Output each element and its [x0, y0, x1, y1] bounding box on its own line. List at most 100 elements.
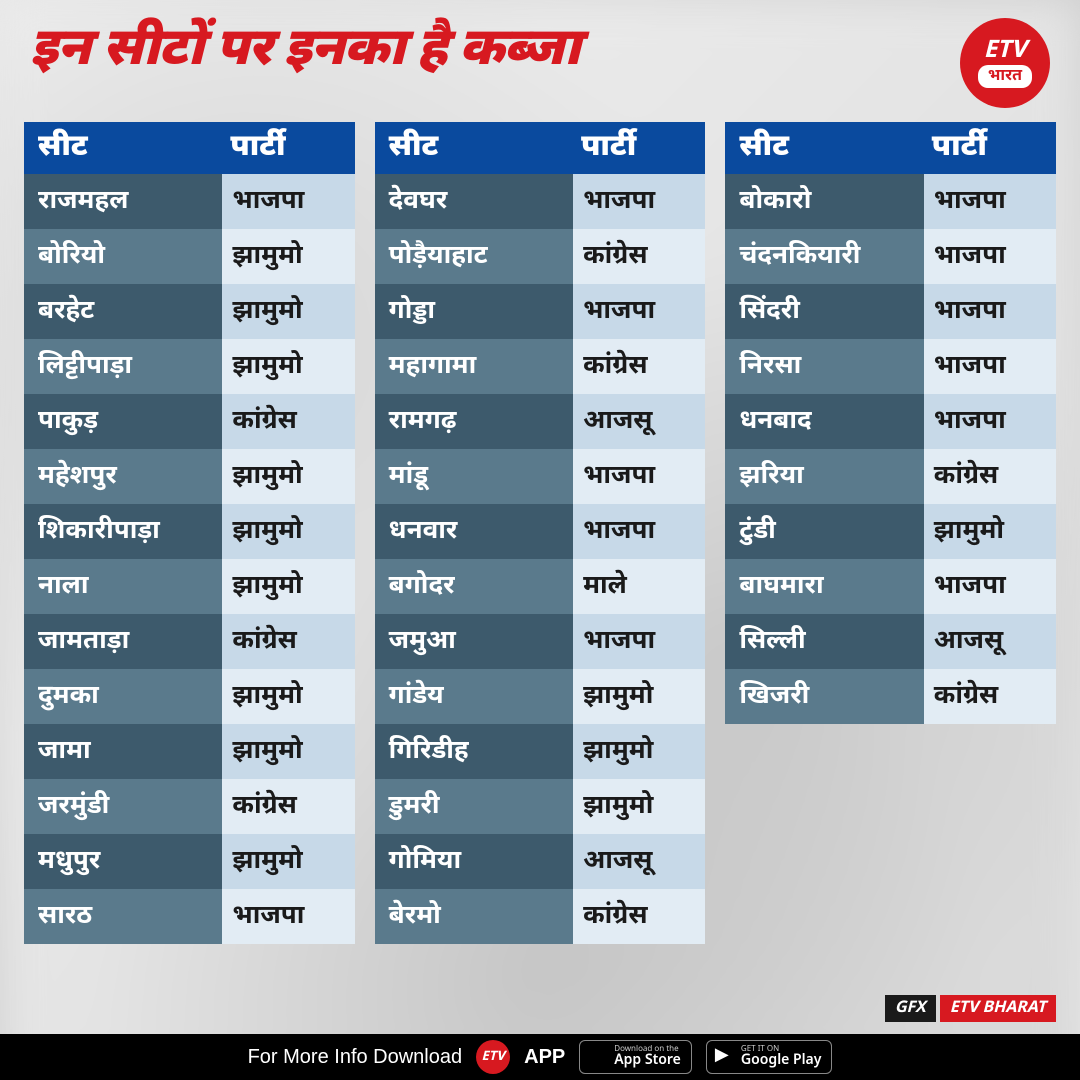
header-seat: सीट [725, 129, 923, 168]
cell-party: झामुमो [573, 669, 705, 724]
seat-table: सीटपार्टीराजमहलभाजपाबोरियोझामुमोबरहेटझाम… [24, 122, 355, 944]
seat-table: सीटपार्टीबोकारोभाजपाचंदनकियारीभाजपासिंदर… [725, 122, 1056, 944]
cell-party: कांग्रेस [924, 669, 1056, 724]
cell-party: आजसू [573, 394, 705, 449]
appstore-badge[interactable]: Download on the App Store [579, 1040, 692, 1074]
table-row: गोड्डाभाजपा [375, 284, 706, 339]
cell-seat: राजमहल [24, 174, 222, 229]
table-row: बाघमाराभाजपा [725, 559, 1056, 614]
table-row: डुमरीझामुमो [375, 779, 706, 834]
appstore-big: App Store [614, 1054, 681, 1068]
cell-seat: झरिया [725, 449, 923, 504]
table-row: धनबादभाजपा [725, 394, 1056, 449]
gfx-brand: ETV BHARAT [940, 995, 1056, 1022]
table-row: गिरिडीहझामुमो [375, 724, 706, 779]
cell-seat: दुमका [24, 669, 222, 724]
footer-app-label: APP [524, 1046, 565, 1069]
cell-party: कांग्रेस [573, 339, 705, 394]
cell-party: भाजपा [924, 174, 1056, 229]
cell-seat: देवघर [375, 174, 573, 229]
table-row: मांडूभाजपा [375, 449, 706, 504]
footer-app-logo: ETV [476, 1040, 510, 1074]
cell-seat: धनबाद [725, 394, 923, 449]
cell-seat: महागामा [375, 339, 573, 394]
table-row: जरमुंडीकांग्रेस [24, 779, 355, 834]
page-title: इन सीटों पर इनका है कब्जा [30, 18, 580, 86]
cell-seat: जरमुंडी [24, 779, 222, 834]
cell-party: झामुमो [573, 724, 705, 779]
table-row: निरसाभाजपा [725, 339, 1056, 394]
cell-seat: महेशपुर [24, 449, 222, 504]
cell-seat: मांडू [375, 449, 573, 504]
play-icon: ▶ [715, 1048, 729, 1066]
cell-party: आजसू [924, 614, 1056, 669]
table-row: जामाझामुमो [24, 724, 355, 779]
table-row: लिट्टीपाड़ाझामुमो [24, 339, 355, 394]
gfx-badge: GFX ETV BHARAT [885, 995, 1056, 1022]
cell-party: आजसू [573, 834, 705, 889]
table-row: मधुपुरझामुमो [24, 834, 355, 889]
cell-seat: धनवार [375, 504, 573, 559]
table-row: गोमियाआजसू [375, 834, 706, 889]
cell-party: झामुमो [924, 504, 1056, 559]
cell-seat: बरहेट [24, 284, 222, 339]
cell-party: कांग्रेस [924, 449, 1056, 504]
header-seat: सीट [375, 129, 573, 168]
cell-party: झामुमो [222, 559, 354, 614]
cell-seat: शिकारीपाड़ा [24, 504, 222, 559]
cell-party: भाजपा [924, 229, 1056, 284]
cell-seat: बगोदर [375, 559, 573, 614]
table-row: जामताड़ाकांग्रेस [24, 614, 355, 669]
table-row: बगोदरमाले [375, 559, 706, 614]
cell-party: भाजपा [222, 889, 354, 944]
cell-seat: गिरिडीह [375, 724, 573, 779]
cell-seat: बोकारो [725, 174, 923, 229]
footer-text: For More Info Download [248, 1046, 463, 1069]
table-row: धनवारभाजपा [375, 504, 706, 559]
cell-party: भाजपा [573, 284, 705, 339]
cell-party: भाजपा [222, 174, 354, 229]
cell-seat: डुमरी [375, 779, 573, 834]
cell-seat: खिजरी [725, 669, 923, 724]
cell-party: झामुमो [222, 284, 354, 339]
table-row: बेरमोकांग्रेस [375, 889, 706, 944]
footer: For More Info Download ETV APP Download … [0, 1034, 1080, 1080]
cell-party: भाजपा [924, 284, 1056, 339]
cell-party: झामुमो [222, 449, 354, 504]
cell-seat: चंदनकियारी [725, 229, 923, 284]
header-party: पार्टी [573, 129, 705, 168]
cell-seat: लिट्टीपाड़ा [24, 339, 222, 394]
cell-party: झामुमो [222, 669, 354, 724]
table-row: गांडेयझामुमो [375, 669, 706, 724]
table-row: टुंडीझामुमो [725, 504, 1056, 559]
cell-party: भाजपा [924, 394, 1056, 449]
cell-seat: जामा [24, 724, 222, 779]
table-row: महागामाकांग्रेस [375, 339, 706, 394]
googleplay-badge[interactable]: ▶ GET IT ON Google Play [706, 1040, 833, 1074]
table-row: सिल्लीआजसू [725, 614, 1056, 669]
cell-party: माले [573, 559, 705, 614]
cell-seat: पाकुड़ [24, 394, 222, 449]
cell-seat: बेरमो [375, 889, 573, 944]
cell-seat: गोड्डा [375, 284, 573, 339]
cell-party: भाजपा [573, 449, 705, 504]
header: इन सीटों पर इनका है कब्जा ETV भारत [30, 18, 1050, 108]
cell-party: झामुमो [222, 504, 354, 559]
cell-party: कांग्रेस [222, 394, 354, 449]
table-row: बोरियोझामुमो [24, 229, 355, 284]
cell-party: कांग्रेस [573, 889, 705, 944]
cell-party: झामुमो [222, 229, 354, 284]
table-row: जमुआभाजपा [375, 614, 706, 669]
cell-seat: नाला [24, 559, 222, 614]
table-row: रामगढ़आजसू [375, 394, 706, 449]
table-row: सारठभाजपा [24, 889, 355, 944]
cell-seat: मधुपुर [24, 834, 222, 889]
cell-party: भाजपा [573, 504, 705, 559]
googleplay-big: Google Play [741, 1054, 822, 1068]
cell-party: झामुमो [222, 724, 354, 779]
table-row: सिंदरीभाजपा [725, 284, 1056, 339]
cell-party: कांग्रेस [222, 779, 354, 834]
cell-seat: निरसा [725, 339, 923, 394]
cell-seat: गोमिया [375, 834, 573, 889]
table-row: चंदनकियारीभाजपा [725, 229, 1056, 284]
